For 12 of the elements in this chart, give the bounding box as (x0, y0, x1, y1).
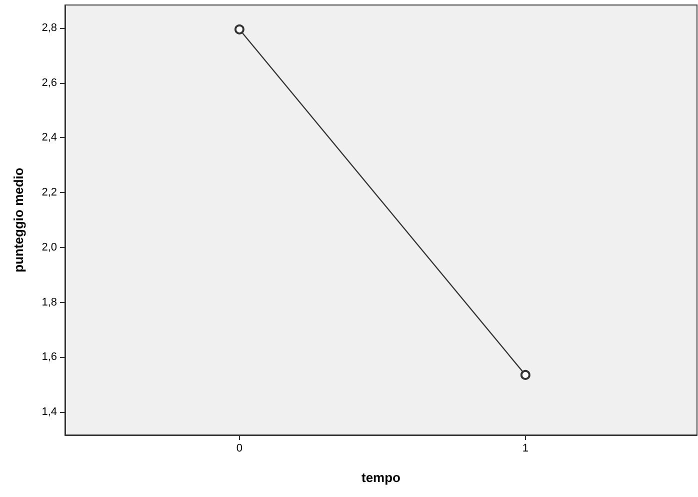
x-axis-title: tempo (362, 470, 401, 485)
y-tick-label: 2,6 (42, 76, 57, 89)
x-tick-label: 0 (236, 442, 243, 454)
y-tick-label: 1,4 (42, 406, 57, 418)
x-tick-label: 1 (522, 442, 528, 454)
y-tick-label: 2,4 (42, 132, 57, 144)
y-tick-label: 1,6 (42, 351, 57, 364)
y-tick-label: 1,8 (42, 296, 57, 308)
y-tick-label: 2,8 (42, 22, 57, 34)
y-tick-label: 2,0 (42, 241, 57, 254)
y-tick-label: 2,2 (42, 186, 57, 199)
y-axis-title: punteggio medio (11, 168, 26, 272)
